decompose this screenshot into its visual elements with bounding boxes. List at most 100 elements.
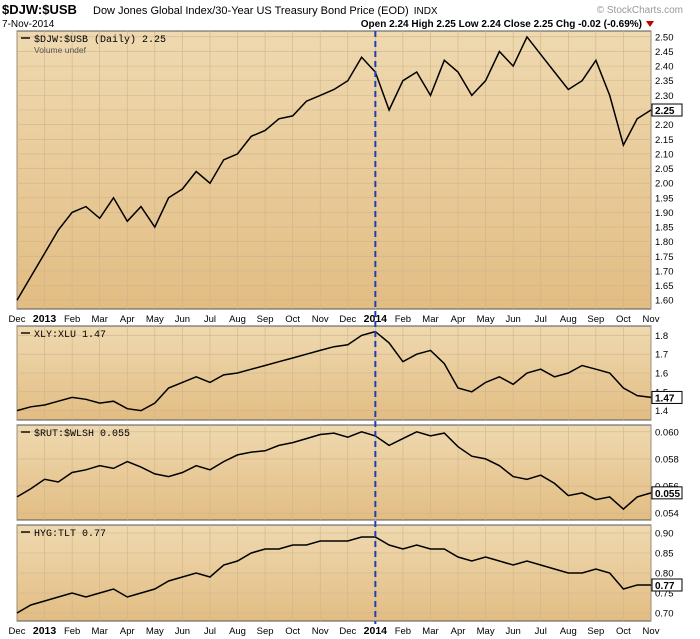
x-tick-label: Dec (9, 626, 26, 637)
x-tick-label: Jul (535, 626, 547, 637)
y-tick-label: 2.05 (655, 164, 674, 175)
chart-description: Dow Jones Global Index/30-Year US Treasu… (93, 5, 438, 17)
x-tick-label: May (477, 314, 495, 325)
x-tick-label: 2013 (33, 313, 57, 325)
y-tick-label: 1.7 (655, 350, 668, 361)
y-tick-label: 1.70 (655, 266, 674, 277)
series-line (16, 430, 652, 511)
y-tick-label: 1.8 (655, 331, 668, 342)
x-tick-label: Mar (422, 626, 438, 637)
y-tick-label: 0.90 (655, 529, 674, 540)
panel-hyg-tlt: 0.70 0.75 0.80 0.85 0.90 0.77 HYG:TLT 0.77 (16, 524, 683, 622)
x-tick-label: Oct (285, 626, 300, 637)
x-tick-label: Oct (285, 314, 300, 325)
last-value-box (651, 578, 683, 592)
y-tick-label: 1.65 (655, 281, 674, 292)
y-tick-label: 1.90 (655, 208, 674, 219)
y-tick-label: 2.50 (655, 32, 674, 43)
legend-label: XLY:XLU 1.47 (34, 330, 106, 341)
x-axis-lower: Dec 2013 Feb Mar Apr May Jun Jul Aug Sep Oct Nov Dec… (9, 625, 660, 637)
x-tick-label: Nov (312, 626, 329, 637)
x-tick-label: Oct (616, 626, 631, 637)
x-tick-label: Feb (395, 314, 411, 325)
chart-symbol: $DJW:$USB (2, 2, 77, 17)
x-tick-label: Dec (339, 626, 356, 637)
x-tick-label: Nov (312, 314, 329, 325)
x-tick-label: Aug (229, 626, 246, 637)
last-value-box (651, 390, 683, 404)
last-value-label: 0.055 (655, 489, 680, 500)
chart-description-text: Dow Jones Global Index/30-Year US Treasu… (93, 5, 409, 17)
x-tick-label: Jul (204, 626, 216, 637)
last-value-box (651, 486, 683, 500)
x-tick-label: Jun (506, 314, 521, 325)
x-tick-label: Jun (175, 626, 190, 637)
y-tick-label: 1.6 (655, 369, 668, 380)
y-tick-label: 0.80 (655, 569, 674, 580)
y-tick-label: 1.4 (655, 406, 668, 417)
x-tick-label: Sep (587, 626, 604, 637)
y-tick-label: 1.75 (655, 252, 674, 263)
x-tick-label: Mar (422, 314, 438, 325)
y-tick-label: 1.80 (655, 237, 674, 248)
chart-ohlc: Open 2.24 High 2.25 Low 2.24 Close 2.25 … (361, 19, 642, 30)
y-tick-label: 2.40 (655, 62, 674, 73)
x-tick-label: May (146, 314, 164, 325)
x-tick-label: Aug (560, 314, 577, 325)
x-tick-label: Oct (616, 314, 631, 325)
y-tick-label: 0.70 (655, 609, 674, 620)
y-tick-label: 2.00 (655, 179, 674, 190)
x-tick-label: 2013 (33, 625, 57, 637)
chart-watermark: © StockCharts.com (597, 5, 683, 16)
x-tick-label: Sep (587, 314, 604, 325)
last-value-box (651, 103, 683, 117)
x-tick-label: May (146, 626, 164, 637)
x-tick-label: Apr (120, 314, 135, 325)
y-tick-label: 0.75 (655, 589, 674, 600)
last-value-label: 2.25 (655, 106, 675, 117)
x-tick-label: Jun (506, 626, 521, 637)
x-tick-label: Jun (175, 314, 190, 325)
y-tick-label: 0.060 (655, 427, 679, 438)
x-tick-label: Aug (560, 626, 577, 637)
x-tick-label: Jul (204, 314, 216, 325)
y-tick-label: 1.95 (655, 193, 674, 204)
y-tick-label: 2.15 (655, 135, 674, 146)
y-tick-label: 2.10 (655, 149, 674, 160)
x-tick-label: Nov (643, 314, 660, 325)
x-tick-label: 2014 (364, 313, 388, 325)
x-tick-label: Sep (257, 314, 274, 325)
series-line (16, 35, 652, 301)
legend-label: $DJW:$USB (Daily) 2.25 (34, 34, 166, 46)
x-tick-label: Aug (229, 314, 246, 325)
x-tick-label: 2014 (364, 625, 388, 637)
x-tick-label: Apr (451, 626, 466, 637)
x-tick-label: Jul (535, 314, 547, 325)
down-arrow-icon (646, 21, 654, 27)
x-tick-label: Dec (339, 314, 356, 325)
panel-background (16, 424, 652, 521)
panel-background (16, 30, 652, 310)
x-tick-label: Sep (257, 626, 274, 637)
series-line (16, 330, 652, 412)
chart-date: 7-Nov-2014 (2, 19, 55, 30)
y-tick-label: 0.058 (655, 454, 679, 465)
x-tick-label: Apr (120, 626, 135, 637)
x-tick-label: Dec (9, 314, 26, 325)
x-tick-label: Nov (643, 626, 660, 637)
y-tick-label: 2.30 (655, 91, 674, 102)
x-tick-label: Feb (395, 626, 411, 637)
legend-label: HYG:TLT 0.77 (34, 529, 106, 540)
legend-sub-label: Volume undef (34, 45, 87, 55)
x-axis-upper: Dec 2013 Feb Mar Apr May Jun Jul Aug Sep Oct Nov Dec… (9, 313, 660, 325)
y-tick-label: 0.85 (655, 549, 674, 560)
last-value-label: 0.77 (655, 581, 675, 592)
y-tick-label: 1.85 (655, 223, 674, 234)
last-value-label: 1.47 (655, 393, 675, 404)
panel-djw-usb: 1.60 1.65 1.70 1.75 1.80 1.85 1.90 1.95 2.00 2.05… (16, 30, 683, 310)
x-tick-label: Feb (64, 626, 80, 637)
x-tick-label: May (477, 626, 495, 637)
y-tick-label: 2.20 (655, 120, 674, 131)
